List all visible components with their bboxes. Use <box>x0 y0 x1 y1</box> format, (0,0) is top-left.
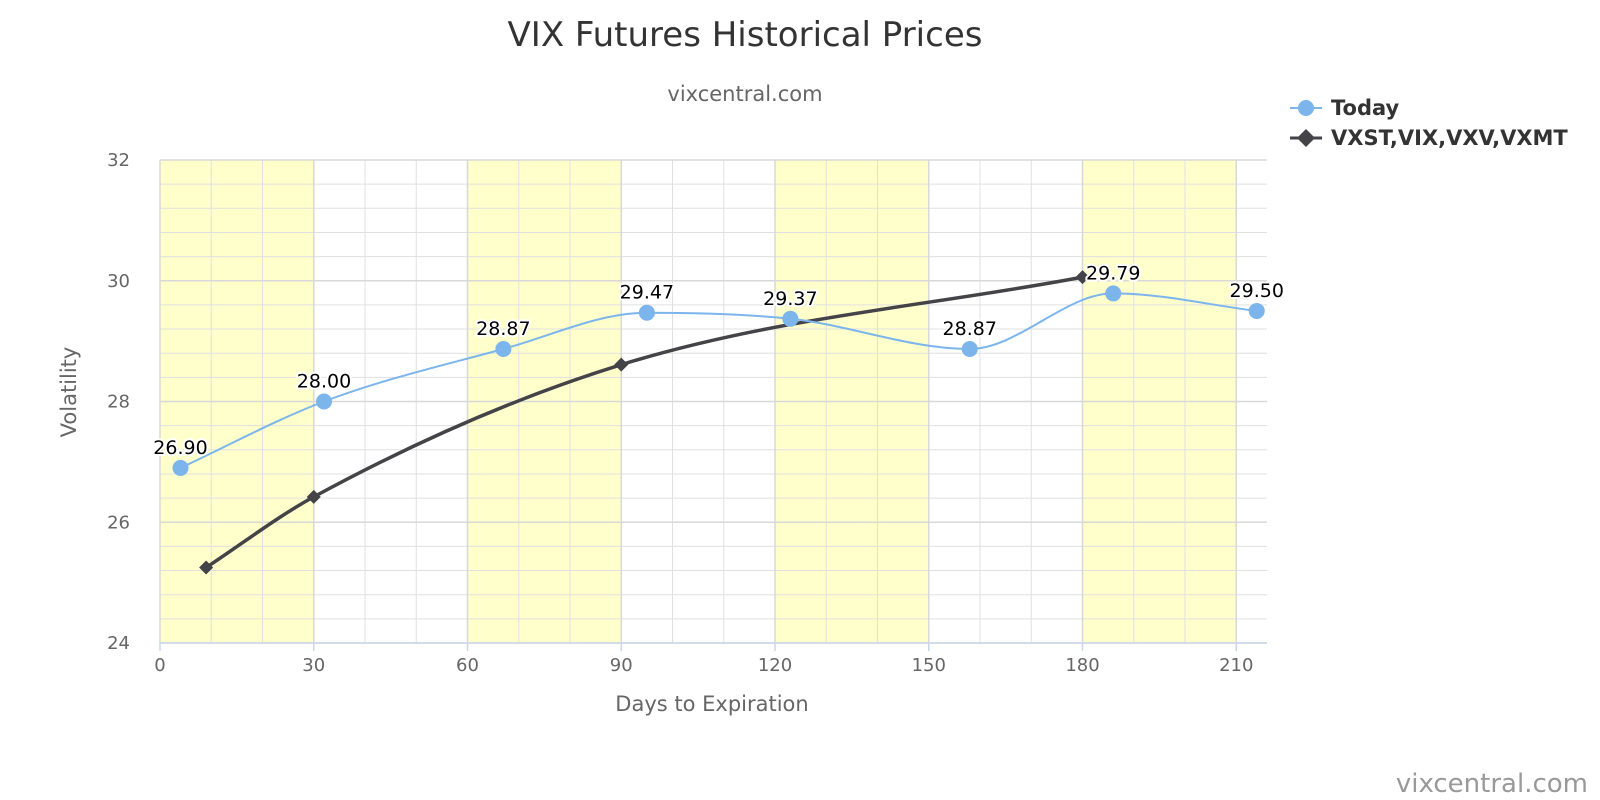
legend-marker-diamond-icon <box>1297 129 1315 147</box>
point-today <box>172 459 189 476</box>
credit-link[interactable]: vixcentral.com <box>1396 769 1588 799</box>
series-line-index <box>204 275 1085 570</box>
data-label-today: 29.50 <box>1230 280 1284 302</box>
legend: Today VXST,VIX,VXV,VXMT <box>1290 96 1568 150</box>
data-labels: 26.90 28.00 28.87 29.47 29.37 28.87 29.79 29.50 <box>151 260 1286 460</box>
chart-subtitle: vixcentral.com <box>667 82 822 106</box>
x-tick-label: 60 <box>456 655 479 676</box>
data-label-today: 28.00 <box>297 371 351 393</box>
series-group <box>172 270 1265 575</box>
x-tick-label: 90 <box>610 655 633 676</box>
x-axis-title: Days to Expiration <box>615 692 808 716</box>
series-line-today <box>179 292 1258 469</box>
y-tick-label: 24 <box>107 633 130 654</box>
y-tick-label: 28 <box>107 392 130 413</box>
y-tick-label: 30 <box>107 271 130 292</box>
legend-item-today[interactable]: Today <box>1290 96 1400 120</box>
x-tick-label: 30 <box>302 655 325 676</box>
data-label-today: 26.90 <box>153 437 207 459</box>
data-label-today: 29.79 <box>1086 262 1140 284</box>
x-tick-label: 180 <box>1065 655 1099 676</box>
point-index <box>199 560 214 575</box>
chart-title: VIX Futures Historical Prices <box>508 15 983 55</box>
tick-labels: 0 30 60 90 120 150 180 210 24 26 28 30 32 <box>107 150 1253 676</box>
data-label-today: 29.47 <box>620 282 674 304</box>
x-tick-label: 210 <box>1219 655 1253 676</box>
point-today <box>782 310 799 327</box>
point-index <box>614 357 629 372</box>
axes <box>159 642 1267 651</box>
x-tick-label: 0 <box>154 655 165 676</box>
point-today <box>1248 302 1265 319</box>
point-today <box>638 304 655 321</box>
point-index <box>306 489 321 504</box>
data-label-today: 28.87 <box>943 318 997 340</box>
point-today <box>495 340 512 357</box>
y-tick-label: 32 <box>107 150 130 171</box>
grid-lines <box>159 159 1267 644</box>
data-label-today: 29.37 <box>763 288 817 310</box>
x-tick-label: 150 <box>912 655 946 676</box>
legend-label-index: VXST,VIX,VXV,VXMT <box>1331 126 1568 150</box>
point-today <box>316 393 332 410</box>
legend-item-index[interactable]: VXST,VIX,VXV,VXMT <box>1290 126 1568 150</box>
point-today <box>961 340 978 357</box>
x-tick-label: 120 <box>758 655 792 676</box>
y-tick-label: 26 <box>107 512 130 533</box>
point-today <box>1105 285 1122 302</box>
y-axis-title: Volatility <box>57 347 81 438</box>
point-index <box>1075 270 1090 285</box>
legend-marker-circle-icon <box>1298 100 1314 116</box>
data-label-today: 28.87 <box>476 318 530 340</box>
legend-label-today: Today <box>1331 96 1400 120</box>
